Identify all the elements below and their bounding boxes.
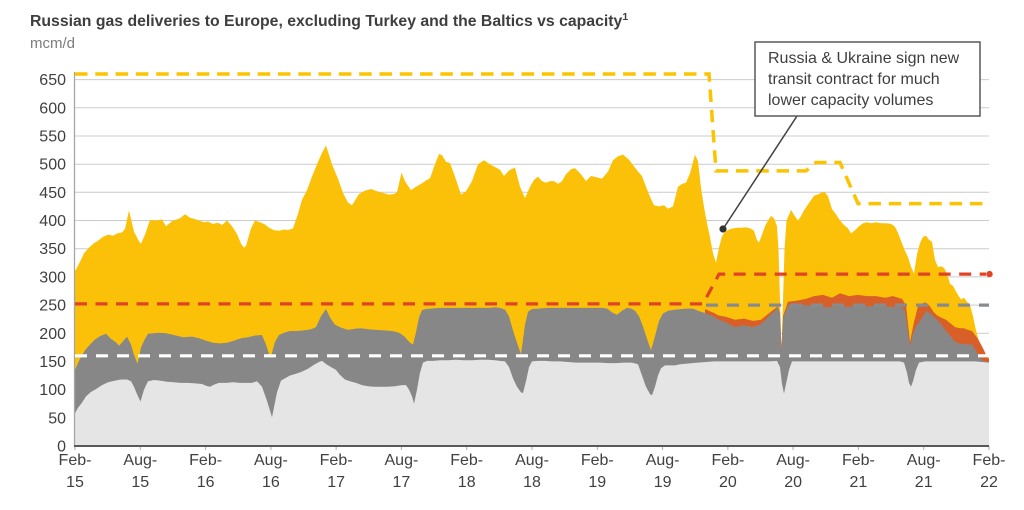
svg-text:350: 350 bbox=[39, 241, 66, 258]
svg-text:15: 15 bbox=[66, 474, 84, 491]
svg-text:Russia & Ukraine sign new: Russia & Ukraine sign new bbox=[768, 50, 960, 67]
svg-text:400: 400 bbox=[39, 213, 66, 230]
svg-text:20: 20 bbox=[784, 474, 802, 491]
svg-text:Feb-: Feb- bbox=[711, 452, 744, 469]
svg-text:transit contract for much: transit contract for much bbox=[768, 71, 940, 88]
svg-text:Feb-: Feb- bbox=[189, 452, 222, 469]
svg-text:650: 650 bbox=[39, 72, 66, 89]
svg-text:16: 16 bbox=[262, 474, 280, 491]
svg-text:21: 21 bbox=[915, 474, 933, 491]
svg-text:550: 550 bbox=[39, 129, 66, 146]
svg-text:20: 20 bbox=[719, 474, 737, 491]
svg-text:19: 19 bbox=[654, 474, 672, 491]
svg-text:18: 18 bbox=[523, 474, 541, 491]
svg-text:17: 17 bbox=[393, 474, 411, 491]
svg-text:21: 21 bbox=[850, 474, 868, 491]
svg-text:Aug-: Aug- bbox=[385, 452, 419, 469]
svg-text:Feb-: Feb- bbox=[450, 452, 483, 469]
svg-text:250: 250 bbox=[39, 298, 66, 315]
svg-text:Aug-: Aug- bbox=[907, 452, 941, 469]
svg-text:Feb-: Feb- bbox=[842, 452, 875, 469]
svg-text:16: 16 bbox=[197, 474, 215, 491]
svg-text:18: 18 bbox=[458, 474, 476, 491]
svg-text:lower capacity volumes: lower capacity volumes bbox=[768, 92, 933, 109]
svg-text:50: 50 bbox=[48, 410, 66, 427]
svg-text:Feb-: Feb- bbox=[581, 452, 614, 469]
svg-text:19: 19 bbox=[588, 474, 606, 491]
svg-text:500: 500 bbox=[39, 157, 66, 174]
svg-text:Aug-: Aug- bbox=[123, 452, 157, 469]
svg-text:Aug-: Aug- bbox=[646, 452, 680, 469]
svg-text:200: 200 bbox=[39, 326, 66, 343]
svg-text:Feb-: Feb- bbox=[973, 452, 1006, 469]
svg-text:Aug-: Aug- bbox=[776, 452, 810, 469]
svg-text:Aug-: Aug- bbox=[515, 452, 549, 469]
svg-text:300: 300 bbox=[39, 269, 66, 286]
svg-text:Feb-: Feb- bbox=[59, 452, 92, 469]
svg-text:Russian gas deliveries to Euro: Russian gas deliveries to Europe, exclud… bbox=[30, 11, 628, 30]
svg-text:mcm/d: mcm/d bbox=[30, 35, 75, 52]
svg-text:17: 17 bbox=[327, 474, 345, 491]
svg-text:600: 600 bbox=[39, 100, 66, 117]
svg-text:0: 0 bbox=[57, 439, 66, 456]
svg-text:450: 450 bbox=[39, 185, 66, 202]
svg-text:Aug-: Aug- bbox=[254, 452, 288, 469]
svg-text:15: 15 bbox=[131, 474, 149, 491]
svg-text:100: 100 bbox=[39, 382, 66, 399]
svg-text:22: 22 bbox=[980, 474, 998, 491]
svg-text:150: 150 bbox=[39, 354, 66, 371]
svg-text:Feb-: Feb- bbox=[320, 452, 353, 469]
